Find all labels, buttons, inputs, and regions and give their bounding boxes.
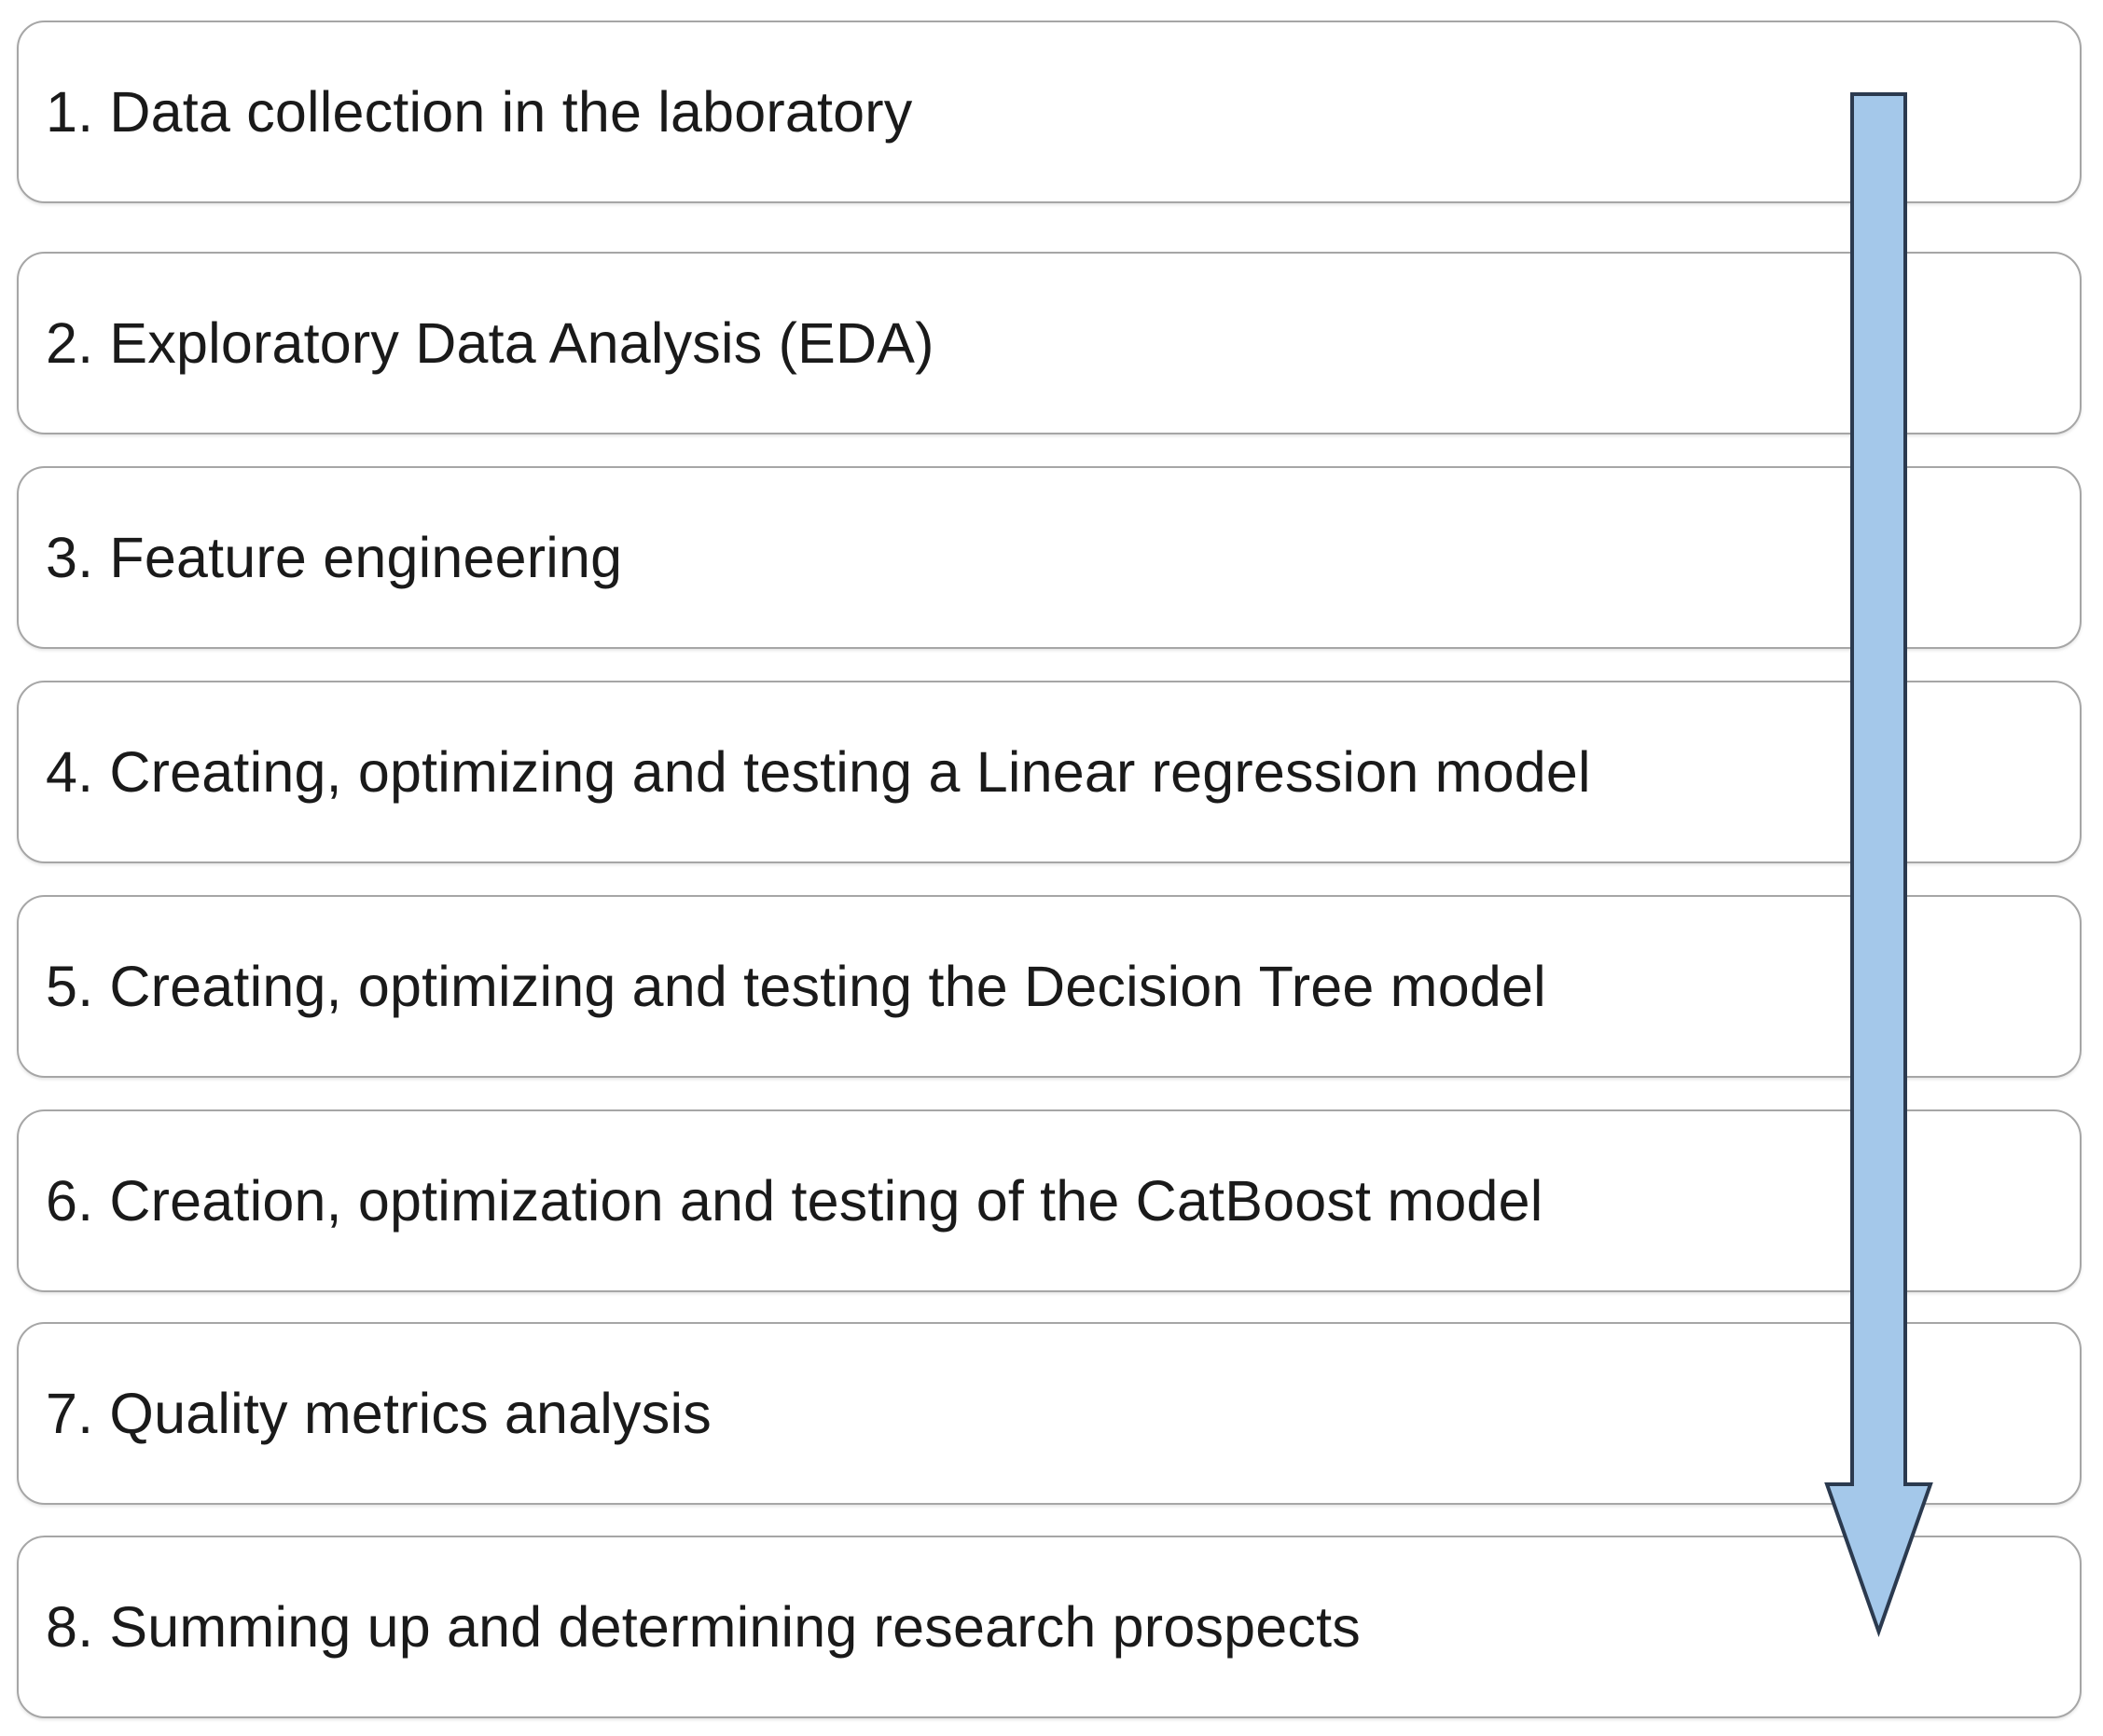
step-label-5: 5. Creating, optimizing and testing the … <box>46 955 1546 1018</box>
step-box-2: 2. Exploratory Data Analysis (EDA) <box>17 252 2082 434</box>
step-label-1: 1. Data collection in the laboratory <box>46 80 913 144</box>
step-box-7: 7. Quality metrics analysis <box>17 1322 2082 1505</box>
step-box-5: 5. Creating, optimizing and testing the … <box>17 895 2082 1078</box>
step-label-7: 7. Quality metrics analysis <box>46 1382 712 1445</box>
step-box-3: 3. Feature engineering <box>17 466 2082 649</box>
step-box-4: 4. Creating, optimizing and testing a Li… <box>17 681 2082 863</box>
step-label-3: 3. Feature engineering <box>46 526 623 589</box>
step-label-2: 2. Exploratory Data Analysis (EDA) <box>46 311 934 375</box>
step-box-8: 8. Summing up and determining research p… <box>17 1536 2082 1718</box>
step-label-8: 8. Summing up and determining research p… <box>46 1595 1361 1659</box>
step-label-6: 6. Creation, optimization and testing of… <box>46 1169 1543 1233</box>
step-box-6: 6. Creation, optimization and testing of… <box>17 1109 2082 1292</box>
step-label-4: 4. Creating, optimizing and testing a Li… <box>46 740 1591 804</box>
step-box-1: 1. Data collection in the laboratory <box>17 21 2082 203</box>
